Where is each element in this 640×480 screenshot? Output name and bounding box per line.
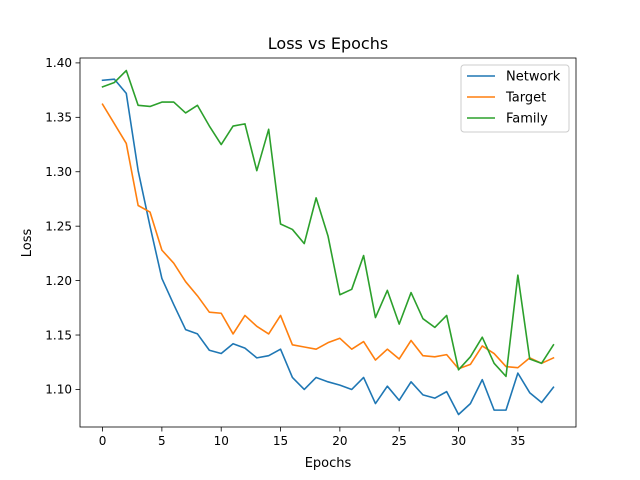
y-tick-label: 1.40 bbox=[45, 56, 72, 70]
x-tick-label: 20 bbox=[332, 434, 347, 448]
x-tick-label: 15 bbox=[273, 434, 288, 448]
legend-label-target: Target bbox=[505, 91, 546, 106]
series-line-family bbox=[101, 69, 555, 378]
y-tick-label: 1.35 bbox=[45, 111, 72, 125]
series-line-target bbox=[101, 103, 555, 370]
legend-label-family: Family bbox=[506, 112, 548, 127]
y-tick-label: 1.15 bbox=[45, 328, 72, 342]
y-tick-label: 1.30 bbox=[45, 165, 72, 179]
x-tick-label: 0 bbox=[99, 434, 107, 448]
series-line-network bbox=[101, 78, 555, 416]
legend-box bbox=[460, 64, 570, 133]
legend-label-network: Network bbox=[506, 70, 561, 85]
y-axis-ticks: 1.10 1.15 1.20 1.25 1.30 1.35 1.40 bbox=[45, 56, 80, 397]
y-tick-label: 1.20 bbox=[45, 274, 72, 288]
x-tick-label: 10 bbox=[214, 434, 229, 448]
plot-lines bbox=[101, 69, 555, 416]
x-tick-label: 30 bbox=[451, 434, 466, 448]
x-tick-label: 5 bbox=[158, 434, 166, 448]
chart-title: Loss vs Epochs bbox=[268, 34, 388, 53]
x-axis-ticks: 0 5 10 15 20 25 30 35 bbox=[99, 427, 525, 448]
y-axis-label: Loss bbox=[20, 229, 35, 258]
y-tick-label: 1.25 bbox=[45, 219, 72, 233]
x-tick-label: 25 bbox=[392, 434, 407, 448]
plot-frame bbox=[79, 57, 577, 428]
legend: Network Target Family bbox=[460, 64, 570, 133]
x-axis-label: Epochs bbox=[305, 456, 352, 471]
x-tick-label: 35 bbox=[510, 434, 525, 448]
y-tick-label: 1.10 bbox=[45, 383, 72, 397]
